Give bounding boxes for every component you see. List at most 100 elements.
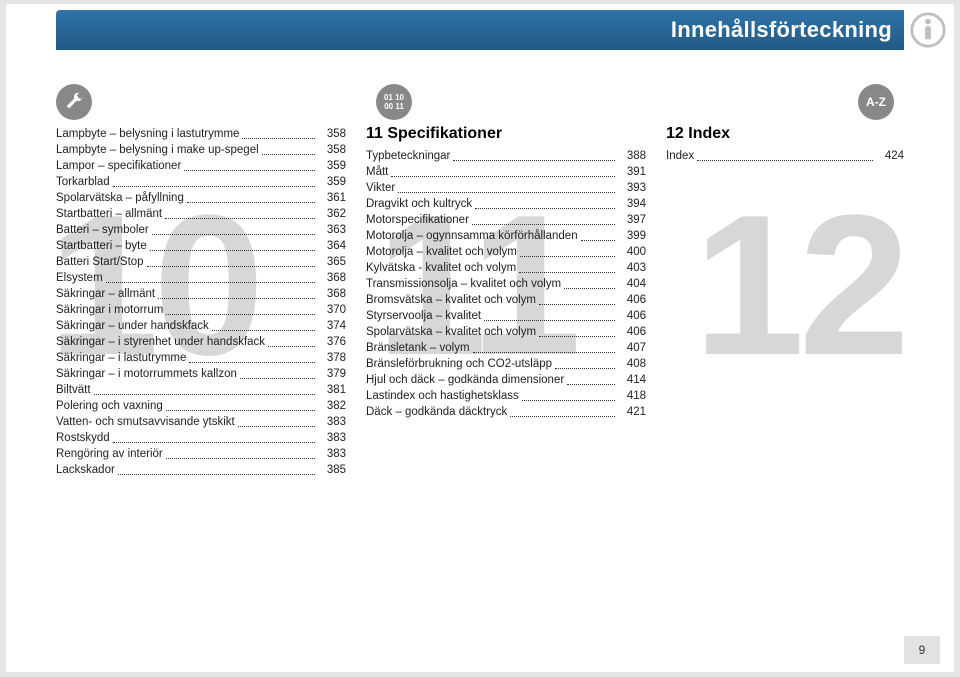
toc-leader [519, 272, 615, 273]
toc-label: Startbatteri – allmänt [56, 206, 162, 222]
toc-label: Elsystem [56, 270, 103, 286]
toc-entry[interactable]: Bränsleförbrukning och CO2-utsläpp408 [366, 356, 646, 372]
toc-leader [564, 288, 615, 289]
toc-label: Lampbyte – belysning i lastutrymme [56, 126, 239, 142]
toc-entry[interactable]: Spolarvätska – påfyllning361 [56, 190, 346, 206]
toc-leader [147, 266, 315, 267]
toc-entry[interactable]: Säkringar – under handskfack374 [56, 318, 346, 334]
toc-leader [166, 410, 315, 411]
info-icon [904, 6, 952, 54]
toc-entry[interactable]: Vatten- och smutsavvisande ytskikt383 [56, 414, 346, 430]
toc-leader [212, 330, 315, 331]
toc-page: 359 [318, 174, 346, 190]
toc-entry[interactable]: Transmissionsolja – kvalitet och volym40… [366, 276, 646, 292]
toc-label: Däck – godkända däcktryck [366, 404, 507, 420]
toc-leader [522, 400, 615, 401]
section-heading-12: 12 Index [666, 126, 904, 142]
toc-page: 383 [318, 430, 346, 446]
toc-entry[interactable]: Styrservoolja – kvalitet406 [366, 308, 646, 324]
toc-page: 388 [618, 148, 646, 164]
toc-page: 368 [318, 286, 346, 302]
toc-entry[interactable]: Biltvätt381 [56, 382, 346, 398]
toc-leader [475, 208, 615, 209]
toc-page: 376 [318, 334, 346, 350]
toc-entry[interactable]: Startbatteri – byte364 [56, 238, 346, 254]
toc-entry[interactable]: Torkarblad359 [56, 174, 346, 190]
toc-page: 394 [618, 196, 646, 212]
toc-entry[interactable]: Däck – godkända däcktryck421 [366, 404, 646, 420]
toc-entry[interactable]: Säkringar – i lastutrymme378 [56, 350, 346, 366]
toc-leader [184, 170, 315, 171]
toc-page: 358 [318, 142, 346, 158]
toc-label: Lackskador [56, 462, 115, 478]
page-number: 9 [904, 636, 940, 664]
toc-entry[interactable]: Bränsletank – volym407 [366, 340, 646, 356]
toc-entry[interactable]: Motorolja – kvalitet och volym 400 [366, 244, 646, 260]
toc-entry[interactable]: Lampbyte – belysning i make up-spegel358 [56, 142, 346, 158]
toc-entry[interactable]: Lampor – specifikationer359 [56, 158, 346, 174]
toc-leader [189, 362, 315, 363]
toc-entry[interactable]: Motorolja – ogynnsamma körförhållanden39… [366, 228, 646, 244]
toc-leader [113, 186, 315, 187]
toc-page: 391 [618, 164, 646, 180]
toc-entry[interactable]: Elsystem368 [56, 270, 346, 286]
toc-leader [391, 176, 615, 177]
toc-entry[interactable]: Batteri Start/Stop365 [56, 254, 346, 270]
toc-page: 374 [318, 318, 346, 334]
content-area: 10 Lampbyte – belysning i lastutrymme358… [56, 126, 904, 632]
toc-entry[interactable]: Motorspecifikationer397 [366, 212, 646, 228]
toc-leader [510, 416, 615, 417]
toc-leader [118, 474, 315, 475]
toc-leader [539, 304, 615, 305]
toc-label: Säkringar – i lastutrymme [56, 350, 186, 366]
toc-leader [268, 346, 315, 347]
toc-page: 414 [618, 372, 646, 388]
toc-page: 404 [618, 276, 646, 292]
toc-leader [240, 378, 315, 379]
toc-label: Motorolja – kvalitet och volym [366, 244, 517, 260]
toc-entry[interactable]: Säkringar – allmänt368 [56, 286, 346, 302]
toc-label: Hjul och däck – godkända dimensioner [366, 372, 564, 388]
toc-page: 400 [618, 244, 646, 260]
svg-text:A-Z: A-Z [866, 95, 886, 109]
toc-page: 359 [318, 158, 346, 174]
toc-entry[interactable]: Hjul och däck – godkända dimensioner 414 [366, 372, 646, 388]
toc-entry[interactable]: Lackskador385 [56, 462, 346, 478]
toc-entry[interactable]: Mått 391 [366, 164, 646, 180]
toc-label: Kylvätska - kvalitet och volym [366, 260, 516, 276]
toc-entry[interactable]: Spolarvätska – kvalitet och volym406 [366, 324, 646, 340]
toc-entry[interactable]: Bromsvätska – kvalitet och volym406 [366, 292, 646, 308]
toc-entry[interactable]: Polering och vaxning382 [56, 398, 346, 414]
page: Innehållsförteckning 01 1000 11 [6, 4, 954, 672]
toc-page: 361 [318, 190, 346, 206]
toc-entry[interactable]: Säkringar i motorrum370 [56, 302, 346, 318]
toc-entry[interactable]: Startbatteri – allmänt362 [56, 206, 346, 222]
toc-entry[interactable]: Lampbyte – belysning i lastutrymme 358 [56, 126, 346, 142]
toc-entry[interactable]: Lastindex och hastighetsklass418 [366, 388, 646, 404]
az-icon: A-Z [858, 84, 894, 120]
toc-entry[interactable]: Säkringar – i motorrummets kallzon379 [56, 366, 346, 382]
toc-label: Spolarvätska – kvalitet och volym [366, 324, 536, 340]
wrench-icon [56, 84, 92, 120]
toc-entry[interactable]: Rengöring av interiör383 [56, 446, 346, 462]
toc-leader [152, 234, 315, 235]
toc-leader [242, 138, 315, 139]
toc-page: 408 [618, 356, 646, 372]
toc-leader [187, 202, 315, 203]
toc-page: 382 [318, 398, 346, 414]
toc-label: Mått [366, 164, 388, 180]
toc-entry[interactable]: Kylvätska - kvalitet och volym403 [366, 260, 646, 276]
toc-entry[interactable]: Index424 [666, 148, 904, 164]
toc-leader [262, 154, 315, 155]
toc-page: 358 [318, 126, 346, 142]
toc-entry[interactable]: Rostskydd383 [56, 430, 346, 446]
toc-entry[interactable]: Säkringar – i styrenhet under handskfack… [56, 334, 346, 350]
toc-entry[interactable]: Typbeteckningar388 [366, 148, 646, 164]
toc-label: Biltvätt [56, 382, 91, 398]
toc-page: 406 [618, 308, 646, 324]
toc-entry[interactable]: Vikter393 [366, 180, 646, 196]
toc-entry[interactable]: Dragvikt och kultryck394 [366, 196, 646, 212]
toc-entry[interactable]: Batteri – symboler363 [56, 222, 346, 238]
toc-leader [150, 250, 315, 251]
toc-page: 383 [318, 446, 346, 462]
